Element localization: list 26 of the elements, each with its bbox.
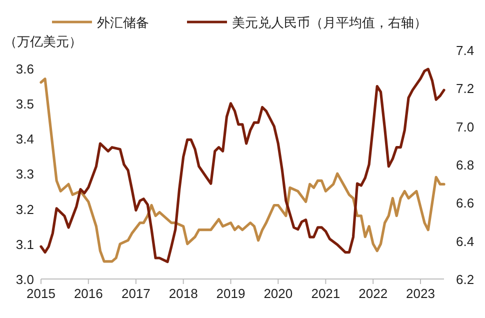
y-tick-label: 3.4	[16, 132, 34, 147]
y-tick-label: 3.2	[16, 202, 34, 217]
y2-tick-label: 7.0	[456, 119, 474, 134]
x-tick-label: 2017	[121, 286, 150, 301]
x-tick-label: 2021	[311, 286, 340, 301]
y-axis-title: （万亿美元）	[4, 34, 82, 49]
y2-tick-label: 6.4	[456, 234, 474, 249]
x-tick-label: 2023	[406, 286, 435, 301]
x-tick-label: 2018	[168, 286, 198, 301]
y-tick-label: 3.6	[16, 61, 34, 76]
y-tick-label: 3.5	[16, 96, 34, 112]
x-tick-label: 2015	[26, 286, 56, 301]
y2-tick-label: 6.8	[456, 158, 474, 172]
x-tick-label: 2020	[264, 286, 293, 301]
y-tick-label: 3.0	[16, 272, 34, 287]
y2-tick-label: 7.2	[456, 81, 474, 96]
x-tick-label: 2022	[358, 286, 388, 301]
y2-tick-label: 7.4	[456, 43, 474, 58]
y-tick-label: 3.3	[16, 166, 34, 182]
x-tick-label: 2019	[216, 286, 246, 301]
y2-tick-label: 6.2	[456, 272, 474, 287]
y2-tick-label: 6.6	[456, 196, 474, 211]
legend-label: 美元兑人民币（月平均值，右轴）	[232, 15, 427, 30]
legend-label: 外汇储备	[97, 15, 149, 30]
y-tick-label: 3.1	[16, 236, 34, 252]
x-tick-label: 2016	[74, 286, 103, 301]
